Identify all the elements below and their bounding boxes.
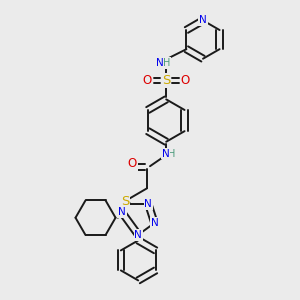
Text: O: O	[181, 74, 190, 87]
Text: H: H	[163, 58, 170, 68]
Text: N: N	[134, 230, 142, 240]
Text: N: N	[156, 58, 164, 68]
Text: N: N	[151, 218, 158, 228]
Text: S: S	[162, 74, 170, 87]
Text: O: O	[142, 74, 152, 87]
Text: N: N	[144, 199, 152, 209]
Text: N: N	[162, 148, 170, 158]
Text: H: H	[168, 148, 175, 158]
Text: S: S	[121, 195, 129, 208]
Text: N: N	[118, 207, 126, 218]
Text: N: N	[199, 15, 207, 26]
Text: O: O	[128, 157, 137, 170]
